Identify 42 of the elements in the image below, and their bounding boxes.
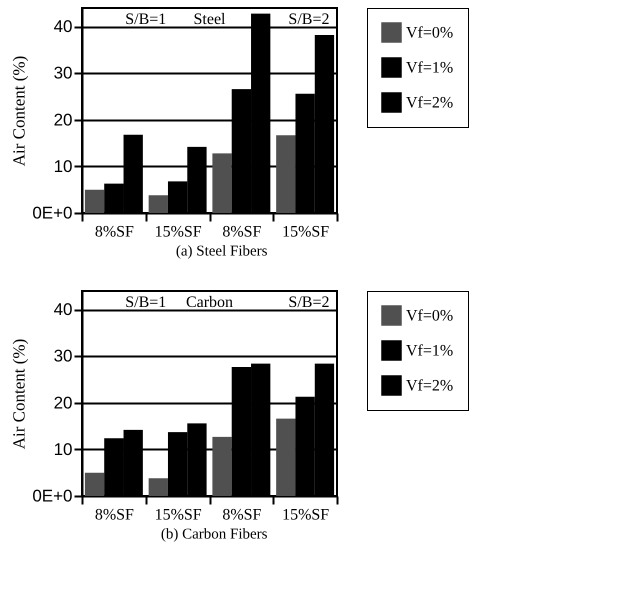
bar bbox=[276, 135, 296, 213]
y-tick-label: 0E+0 bbox=[32, 204, 72, 222]
y-tick-label: 10 bbox=[54, 156, 72, 176]
bar bbox=[212, 153, 232, 213]
x-tick-label: 8%SF bbox=[222, 224, 262, 240]
bar bbox=[212, 436, 232, 496]
y-tick-label: 40 bbox=[54, 17, 72, 36]
y-tick-label: 20 bbox=[54, 110, 72, 130]
bar bbox=[276, 418, 296, 496]
x-tick-label: 15%SF bbox=[154, 224, 202, 240]
y-tick-label: 0E+0 bbox=[32, 486, 72, 506]
y-tick-label: 10 bbox=[54, 440, 72, 459]
annotation: S/B=1 bbox=[125, 294, 166, 311]
y-tick-label: 40 bbox=[54, 300, 72, 320]
x-tick-label: 15%SF bbox=[154, 506, 202, 524]
y-axis-title: Air Content (%) bbox=[9, 56, 28, 166]
y-tick-label: 30 bbox=[54, 346, 72, 366]
bar bbox=[84, 472, 104, 496]
annotation: S/B=2 bbox=[288, 294, 330, 311]
legend-label: Vf=1% bbox=[406, 60, 454, 76]
x-tick-label: 8%SF bbox=[94, 506, 134, 524]
x-tick-label: 15%SF bbox=[282, 506, 330, 524]
y-tick-label: 30 bbox=[54, 64, 72, 83]
x-axis-title: (b) Carbon Fibers bbox=[160, 526, 268, 542]
x-tick-label: 15%SF bbox=[282, 224, 330, 240]
y-tick-label: 20 bbox=[54, 393, 72, 412]
annotation: Steel bbox=[194, 11, 226, 28]
legend-label: Vf=0% bbox=[406, 308, 454, 324]
bar bbox=[148, 478, 168, 496]
legend-label: Vf=0% bbox=[406, 24, 454, 42]
x-tick-label: 8%SF bbox=[222, 506, 262, 524]
legend-label: Vf=1% bbox=[406, 342, 454, 360]
bar bbox=[148, 195, 168, 213]
bar bbox=[84, 190, 104, 213]
annotation: S/B=2 bbox=[288, 11, 330, 28]
annotation: Carbon bbox=[186, 294, 234, 311]
x-tick-label: 8%SF bbox=[94, 224, 134, 240]
legend-label: Vf=2% bbox=[406, 94, 454, 112]
y-axis-title: Air Content (%) bbox=[9, 338, 28, 450]
annotation: S/B=1 bbox=[125, 11, 166, 28]
legend-label: Vf=2% bbox=[406, 378, 454, 394]
x-axis-title: (a) Steel Fibers bbox=[176, 244, 268, 260]
